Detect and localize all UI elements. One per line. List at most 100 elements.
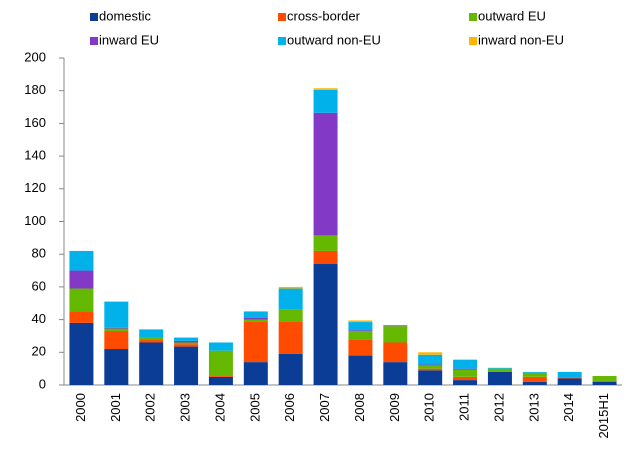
bar-segment — [453, 376, 478, 381]
bar-segment — [383, 342, 408, 363]
bar-segment — [278, 288, 303, 310]
bar-segment — [208, 376, 233, 385]
legend-swatch — [469, 37, 477, 45]
x-tick-label: 2001 — [108, 393, 123, 422]
bar-segment — [453, 368, 478, 370]
bar-segment — [278, 353, 303, 385]
bar-segment — [174, 344, 199, 347]
bar-segment — [104, 328, 129, 332]
bar-segment — [487, 371, 512, 372]
bar-segment — [313, 264, 338, 385]
x-tick-label: 2000 — [73, 393, 88, 422]
bar-segment — [69, 250, 94, 271]
bar-segment — [453, 359, 478, 369]
bar-segment — [104, 327, 129, 329]
bar-segment — [243, 317, 268, 320]
legend-label: domestic — [99, 8, 152, 23]
x-tick-label: 2014 — [561, 393, 576, 422]
x-tick-label: 2002 — [143, 393, 158, 422]
bar-segment — [592, 381, 617, 385]
x-tick-label: 2010 — [422, 393, 437, 422]
bar-segment — [453, 369, 478, 377]
y-tick-label: 60 — [32, 278, 46, 293]
y-tick-label: 120 — [24, 180, 46, 195]
bar-segment — [348, 320, 373, 323]
y-tick-label: 20 — [32, 344, 46, 359]
x-tick-label: 2004 — [212, 393, 227, 422]
x-tick-label: 2006 — [282, 393, 297, 422]
bar-segment — [418, 365, 443, 369]
bar-segment — [139, 342, 164, 385]
bar-segment — [348, 330, 373, 332]
x-tick-label: 2012 — [491, 393, 506, 422]
bar-segment — [139, 337, 164, 341]
y-tick-label: 200 — [24, 49, 46, 64]
bar-segment — [174, 342, 199, 345]
bar-segment — [313, 235, 338, 251]
bar-segment — [348, 355, 373, 385]
bar-segment — [208, 376, 233, 377]
y-tick-label: 80 — [32, 246, 46, 261]
legend-swatch — [469, 13, 477, 21]
legend-label: inward non-EU — [478, 32, 564, 47]
bar-segment — [522, 372, 547, 377]
legend-swatch — [278, 37, 286, 45]
bar-segment — [278, 321, 303, 354]
bar-segment — [522, 371, 547, 373]
legend-label: inward EU — [99, 32, 159, 47]
bar-segment — [278, 286, 303, 289]
bar-segment — [208, 342, 233, 351]
bar-segment — [243, 321, 268, 363]
x-tick-label: 2011 — [457, 393, 472, 421]
bar-segment — [453, 380, 478, 385]
y-tick-label: 180 — [24, 82, 46, 97]
bar-segment — [487, 371, 512, 385]
bar-segment — [313, 88, 338, 90]
bar-segment — [139, 340, 164, 343]
bar-segment — [243, 362, 268, 385]
legend-swatch — [90, 37, 98, 45]
bar-segment — [592, 376, 617, 381]
bar-segment — [278, 309, 303, 322]
bar-segment — [348, 331, 373, 340]
bar-segment — [174, 340, 199, 343]
bar-segment — [383, 362, 408, 385]
x-tick-label: 2015H1 — [596, 393, 611, 439]
bar-segment — [243, 319, 268, 322]
x-tick-label: 2005 — [247, 393, 262, 422]
y-tick-label: 40 — [32, 311, 46, 326]
bar-segment — [348, 339, 373, 356]
bar-segment — [557, 377, 582, 379]
legend-label: outward EU — [478, 8, 546, 23]
bar-segment — [313, 89, 338, 113]
legend-swatch — [278, 13, 286, 21]
legend-label: cross-border — [287, 8, 361, 23]
bar-segment — [104, 331, 129, 350]
bar-segment — [418, 368, 443, 371]
bar-segment — [243, 311, 268, 318]
bar-segment — [313, 112, 338, 236]
bar-segment — [418, 370, 443, 385]
bar-segment — [418, 364, 443, 366]
bar-segment — [383, 326, 408, 343]
bar-segment — [418, 354, 443, 365]
x-tick-label: 2009 — [387, 393, 402, 422]
bar-segment — [522, 376, 547, 382]
bar-segment — [348, 322, 373, 331]
bar-segment — [592, 380, 617, 382]
x-tick-label: 2008 — [352, 393, 367, 422]
x-tick-label: 2013 — [526, 393, 541, 422]
bar-segment — [522, 381, 547, 385]
bar-segment — [174, 337, 199, 341]
x-tick-label: 2007 — [317, 393, 332, 422]
bar-segment — [104, 301, 129, 328]
bar-segment — [69, 311, 94, 323]
bar-segment — [69, 322, 94, 385]
bar-segment — [557, 371, 582, 378]
bar-segment — [174, 346, 199, 385]
bar-segment — [104, 349, 129, 385]
bar-segment — [69, 270, 94, 289]
bar-segment — [69, 288, 94, 312]
y-tick-label: 140 — [24, 148, 46, 163]
